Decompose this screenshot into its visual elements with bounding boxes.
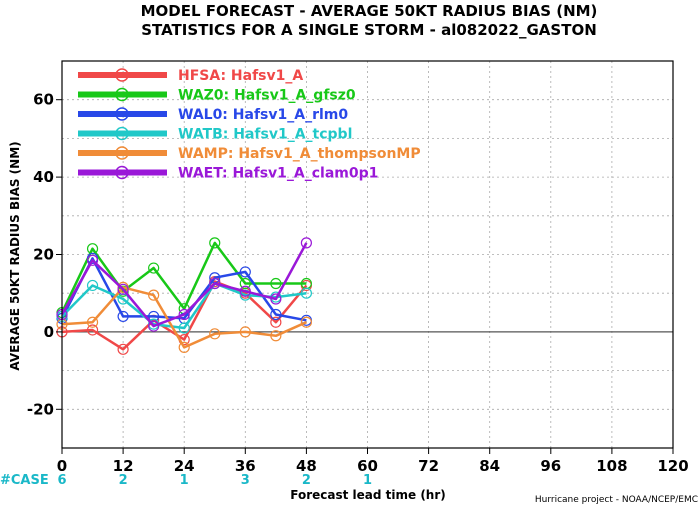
series-point [270, 308, 282, 321]
series-point [86, 254, 99, 266]
legend-marker [115, 126, 129, 141]
y-tick-label: 60 [33, 91, 54, 109]
series-point [178, 341, 190, 353]
legend-marker [115, 68, 129, 82]
series-point [117, 310, 129, 323]
series-point [148, 320, 160, 332]
series-point [270, 330, 282, 342]
case-count: 2 [302, 473, 311, 488]
legend-label: WAET: Hafsv1_A_clam0p1 [178, 166, 378, 182]
x-tick-label: 36 [235, 457, 256, 475]
series-point [239, 277, 251, 290]
series-point [300, 316, 312, 328]
series-point [117, 343, 129, 355]
legend-label: WATB: Hafsv1_A_tcpbl [178, 127, 352, 143]
legend-label: WAMP: Hafsv1_A_thompsonMP [178, 146, 421, 162]
series-point [86, 324, 99, 336]
legend-marker [115, 87, 129, 102]
y-tick-label: 20 [33, 246, 54, 264]
y-tick-label: 40 [33, 168, 54, 186]
series-point [209, 277, 221, 290]
x-tick-label: 0 [57, 457, 67, 475]
case-label: #CASE [0, 473, 49, 488]
series-line [61, 286, 307, 349]
series-point [270, 277, 282, 290]
x-tick-label: 72 [418, 457, 439, 475]
case-count: 2 [119, 473, 128, 488]
series-group [56, 237, 312, 332]
series-point [209, 237, 221, 249]
series-point [209, 328, 221, 340]
y-tick-labels: -20 0 20 40 60 [27, 91, 62, 418]
legend-marker [115, 146, 129, 160]
chart-subtitle: STATISTICS FOR A SINGLE STORM - al082022… [141, 21, 597, 39]
case-count: 3 [241, 473, 250, 488]
series-layer [56, 237, 312, 355]
series-point [178, 322, 190, 334]
x-tick-label: 48 [296, 457, 317, 475]
series-point [300, 287, 312, 299]
case-count: 1 [363, 473, 372, 488]
series-line [60, 241, 307, 314]
x-tick-label: 96 [540, 457, 561, 475]
legend: HFSA: Hafsv1_A WAZ0: Hafsv1_A_gfsz0 WAL0: … [78, 68, 421, 182]
case-count: 6 [57, 473, 66, 488]
grid-layer [61, 61, 674, 448]
x-tick-label: 60 [357, 457, 378, 475]
series-point [117, 283, 129, 295]
series-point [178, 308, 190, 321]
x-tick-label: 120 [657, 457, 688, 475]
series-point [270, 316, 282, 328]
series-point [86, 279, 99, 292]
series-point [86, 316, 99, 328]
case-count: 1 [180, 473, 189, 488]
series-point [239, 266, 251, 278]
series-point [148, 262, 160, 274]
x-tick-label: 24 [174, 457, 195, 475]
legend-marker [115, 165, 129, 180]
series-point [148, 289, 160, 301]
x-tick-label: 12 [113, 457, 134, 475]
x-tick-label: 84 [479, 457, 500, 475]
series-point [239, 326, 251, 338]
y-tick-label: -20 [27, 400, 54, 418]
x-tick-label: 108 [596, 457, 627, 475]
series-line [61, 280, 308, 351]
case-counts: 6 2 1 3 2 1 [57, 473, 372, 488]
credit-text: Hurricane project - NOAA/NCEP/EMC [535, 495, 698, 505]
x-axis-label: Forecast lead time (hr) [290, 488, 446, 502]
legend-label: WAL0: Hafsv1_A_rlm0 [178, 107, 348, 123]
legend-label: WAZ0: Hafsv1_A_gfsz0 [178, 88, 356, 104]
legend-marker [115, 107, 129, 121]
legend-label: HFSA: Hafsv1_A [178, 68, 303, 84]
y-tick-label: 0 [44, 323, 54, 341]
series-point [270, 293, 282, 305]
series-line [60, 257, 307, 322]
x-tick-labels: 0 12 24 36 48 60 72 84 96 108 120 [57, 448, 689, 475]
chart-title: MODEL FORECAST - AVERAGE 50KT RADIUS BIA… [141, 2, 598, 20]
series-point [239, 285, 251, 297]
series-line [60, 242, 308, 328]
series-point [300, 237, 312, 249]
y-axis-label: AVERAGE 50KT RADIUS BIAS (NM) [8, 141, 22, 370]
